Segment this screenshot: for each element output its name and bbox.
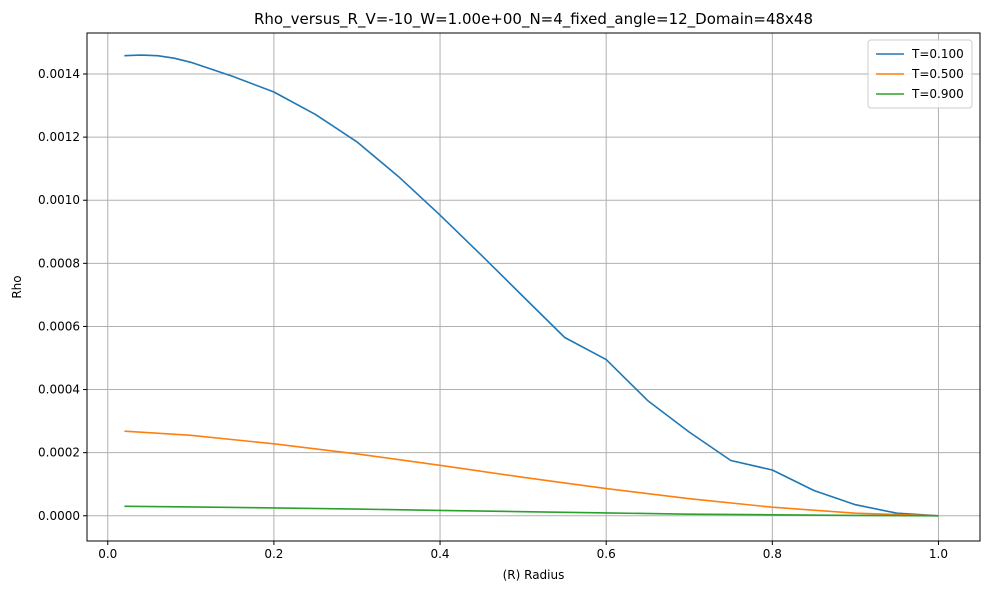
series-line-3 [124, 505, 939, 517]
x-axis: 0.0 0.2 0.4 0.6 0.8 1.0 [98, 541, 948, 561]
series-layer [124, 54, 939, 517]
legend: T=0.100 T=0.500 T=0.900 [867, 39, 973, 109]
y-tick-label: 0.0000 [38, 509, 80, 523]
legend-label: T=0.900 [911, 87, 964, 101]
y-tick-label: 0.0004 [38, 383, 80, 397]
plot-frame [86, 32, 981, 542]
x-axis-label: (R) Radius [503, 568, 565, 582]
y-tick-label: 0.0014 [38, 67, 80, 81]
y-tick-label: 0.0008 [38, 256, 80, 270]
x-tick-label: 0.2 [264, 547, 283, 561]
x-tick-label: 0.4 [430, 547, 449, 561]
chart-title: Rho_versus_R_V=-10_W=1.00e+00_N=4_fixed_… [254, 10, 813, 29]
x-tick-label: 0.6 [597, 547, 616, 561]
x-tick-label: 0.0 [98, 547, 117, 561]
y-tick-label: 0.0006 [38, 319, 80, 333]
y-tick-label: 0.0002 [38, 446, 80, 460]
x-tick-label: 0.8 [763, 547, 782, 561]
y-axis: 0.0000 0.0002 0.0004 0.0006 0.0008 0.0010 0.00… [38, 67, 87, 523]
legend-label: T=0.500 [911, 67, 964, 81]
y-tick-label: 0.0010 [38, 193, 80, 207]
x-tick-label: 1.0 [929, 547, 948, 561]
series-line-1 [124, 54, 939, 517]
grid [87, 33, 980, 541]
y-axis-label: Rho [10, 275, 24, 298]
series-line-2 [124, 430, 939, 517]
legend-label: T=0.100 [911, 47, 964, 61]
y-tick-label: 0.0012 [38, 130, 80, 144]
legend-box [867, 39, 973, 109]
